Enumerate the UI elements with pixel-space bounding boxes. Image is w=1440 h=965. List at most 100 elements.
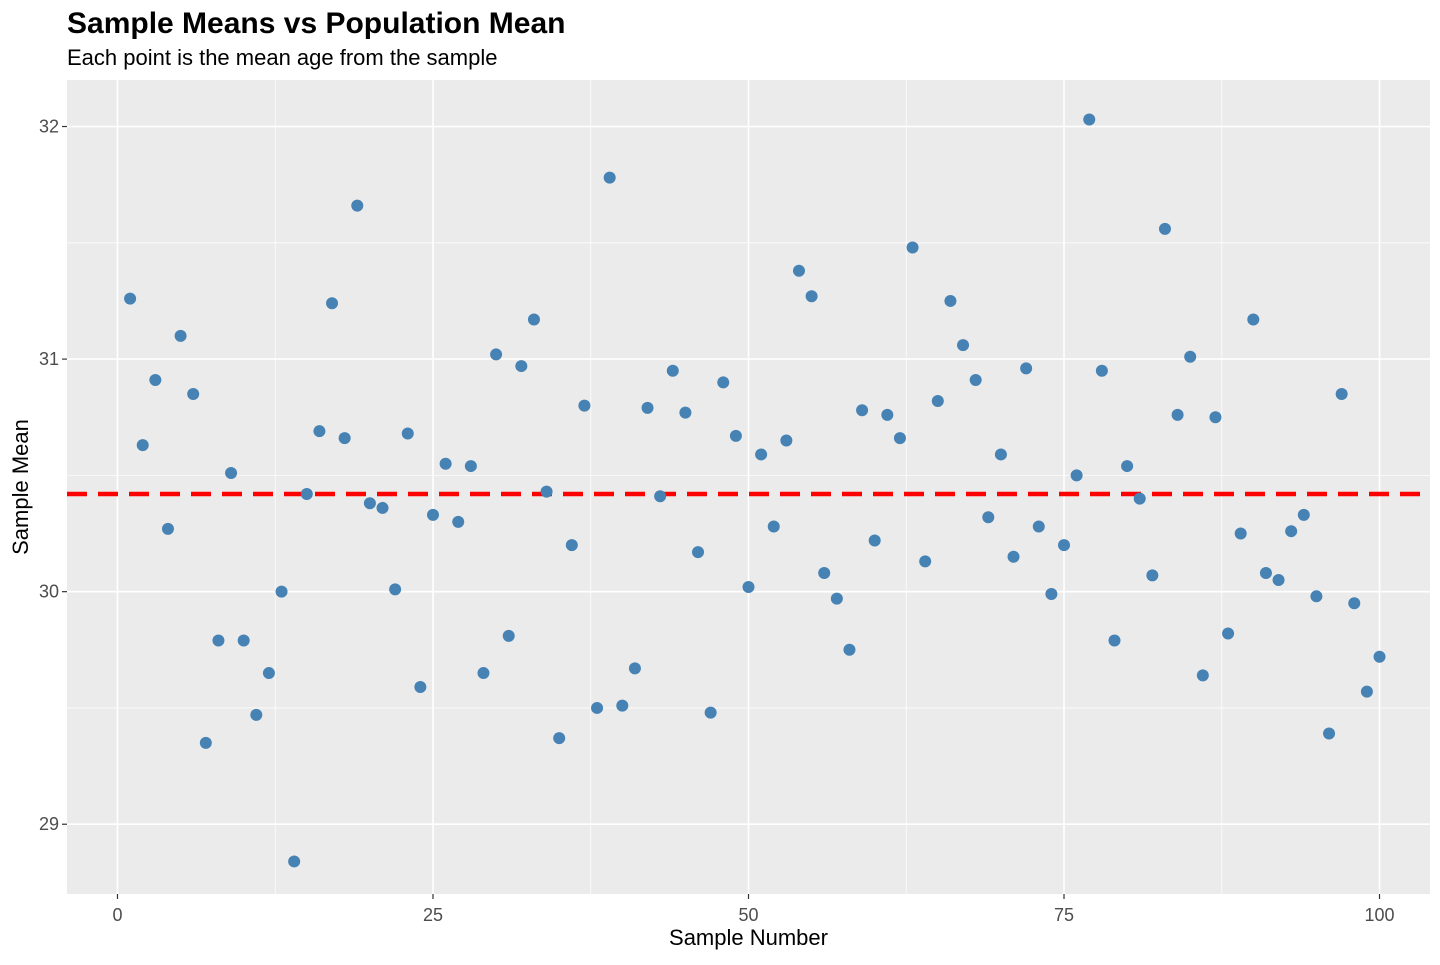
data-point xyxy=(1247,313,1260,326)
data-point xyxy=(969,374,982,387)
data-point xyxy=(603,171,616,184)
data-point xyxy=(767,520,780,533)
data-point xyxy=(1196,669,1209,682)
data-point xyxy=(944,294,957,307)
data-point xyxy=(502,629,515,642)
y-axis-title: Sample Mean xyxy=(8,419,33,555)
data-point xyxy=(931,394,944,407)
data-point xyxy=(704,706,717,719)
data-point xyxy=(326,297,339,310)
data-point xyxy=(1209,411,1222,424)
data-point xyxy=(957,339,970,352)
data-point xyxy=(1133,492,1146,505)
data-point xyxy=(1360,685,1373,698)
data-point xyxy=(1335,387,1348,400)
chart-title: Sample Means vs Population Mean xyxy=(67,7,565,40)
data-point xyxy=(830,592,843,605)
data-point xyxy=(363,497,376,510)
data-point xyxy=(654,490,667,503)
data-point xyxy=(300,487,313,500)
data-point xyxy=(124,292,137,305)
data-point xyxy=(262,667,275,680)
data-point xyxy=(1007,550,1020,563)
data-point xyxy=(755,448,768,461)
data-point xyxy=(313,425,326,438)
data-point xyxy=(591,701,604,714)
data-point xyxy=(351,199,364,212)
data-point xyxy=(250,708,263,721)
data-point xyxy=(893,432,906,445)
y-tick-label: 29 xyxy=(39,814,59,834)
data-point xyxy=(843,643,856,656)
data-point xyxy=(389,583,402,596)
x-tick-label: 50 xyxy=(738,905,758,925)
data-point xyxy=(919,555,932,568)
data-point xyxy=(1310,590,1323,603)
data-point xyxy=(1070,469,1083,482)
data-point xyxy=(1032,520,1045,533)
data-point xyxy=(666,364,679,377)
data-point xyxy=(199,736,212,749)
data-point xyxy=(1083,113,1096,126)
data-point xyxy=(401,427,414,440)
data-point xyxy=(212,634,225,647)
data-point xyxy=(515,360,528,373)
data-point xyxy=(1121,460,1134,473)
x-tick-label: 0 xyxy=(112,905,122,925)
data-point xyxy=(553,732,566,745)
data-point xyxy=(540,485,553,498)
data-point xyxy=(1234,527,1247,540)
data-point xyxy=(780,434,793,447)
chart-subtitle: Each point is the mean age from the samp… xyxy=(67,45,497,70)
data-point xyxy=(187,387,200,400)
data-point xyxy=(982,511,995,524)
data-point xyxy=(1285,525,1298,538)
data-point xyxy=(628,662,641,675)
data-point xyxy=(1020,362,1033,375)
data-point xyxy=(1297,508,1310,521)
x-axis-title: Sample Number xyxy=(669,925,828,950)
x-axis-ticks: 0 25 50 75 100 xyxy=(112,894,1395,925)
data-point xyxy=(868,534,881,547)
data-point xyxy=(805,290,818,303)
data-point xyxy=(742,581,755,594)
data-point xyxy=(149,374,162,387)
data-point xyxy=(225,467,238,480)
y-tick-label: 32 xyxy=(39,117,59,137)
data-point xyxy=(1158,222,1171,235)
data-point xyxy=(1095,364,1108,377)
data-point xyxy=(1108,634,1121,647)
data-point xyxy=(338,432,351,445)
data-point xyxy=(578,399,591,412)
y-axis-ticks: 29 30 31 32 xyxy=(39,117,67,834)
data-point xyxy=(1058,539,1071,552)
data-point xyxy=(1272,574,1285,587)
data-point xyxy=(729,429,742,442)
data-point xyxy=(1259,567,1272,580)
data-point xyxy=(1045,587,1058,600)
data-point xyxy=(414,681,427,694)
data-point xyxy=(856,404,869,417)
x-tick-label: 25 xyxy=(423,905,443,925)
data-point xyxy=(1348,597,1361,610)
data-point xyxy=(565,539,578,552)
data-point xyxy=(275,585,288,598)
data-point xyxy=(426,508,439,521)
data-points xyxy=(124,113,1386,868)
data-point xyxy=(237,634,250,647)
data-point xyxy=(288,855,301,868)
data-point xyxy=(717,376,730,389)
data-point xyxy=(161,522,174,535)
data-point xyxy=(174,329,187,342)
data-point xyxy=(641,401,654,414)
data-point xyxy=(679,406,692,419)
data-point xyxy=(818,567,831,580)
x-tick-label: 100 xyxy=(1364,905,1394,925)
y-tick-label: 30 xyxy=(39,582,59,602)
data-point xyxy=(1373,650,1386,663)
y-tick-label: 31 xyxy=(39,349,59,369)
data-point xyxy=(527,313,540,326)
data-point xyxy=(1323,727,1336,740)
